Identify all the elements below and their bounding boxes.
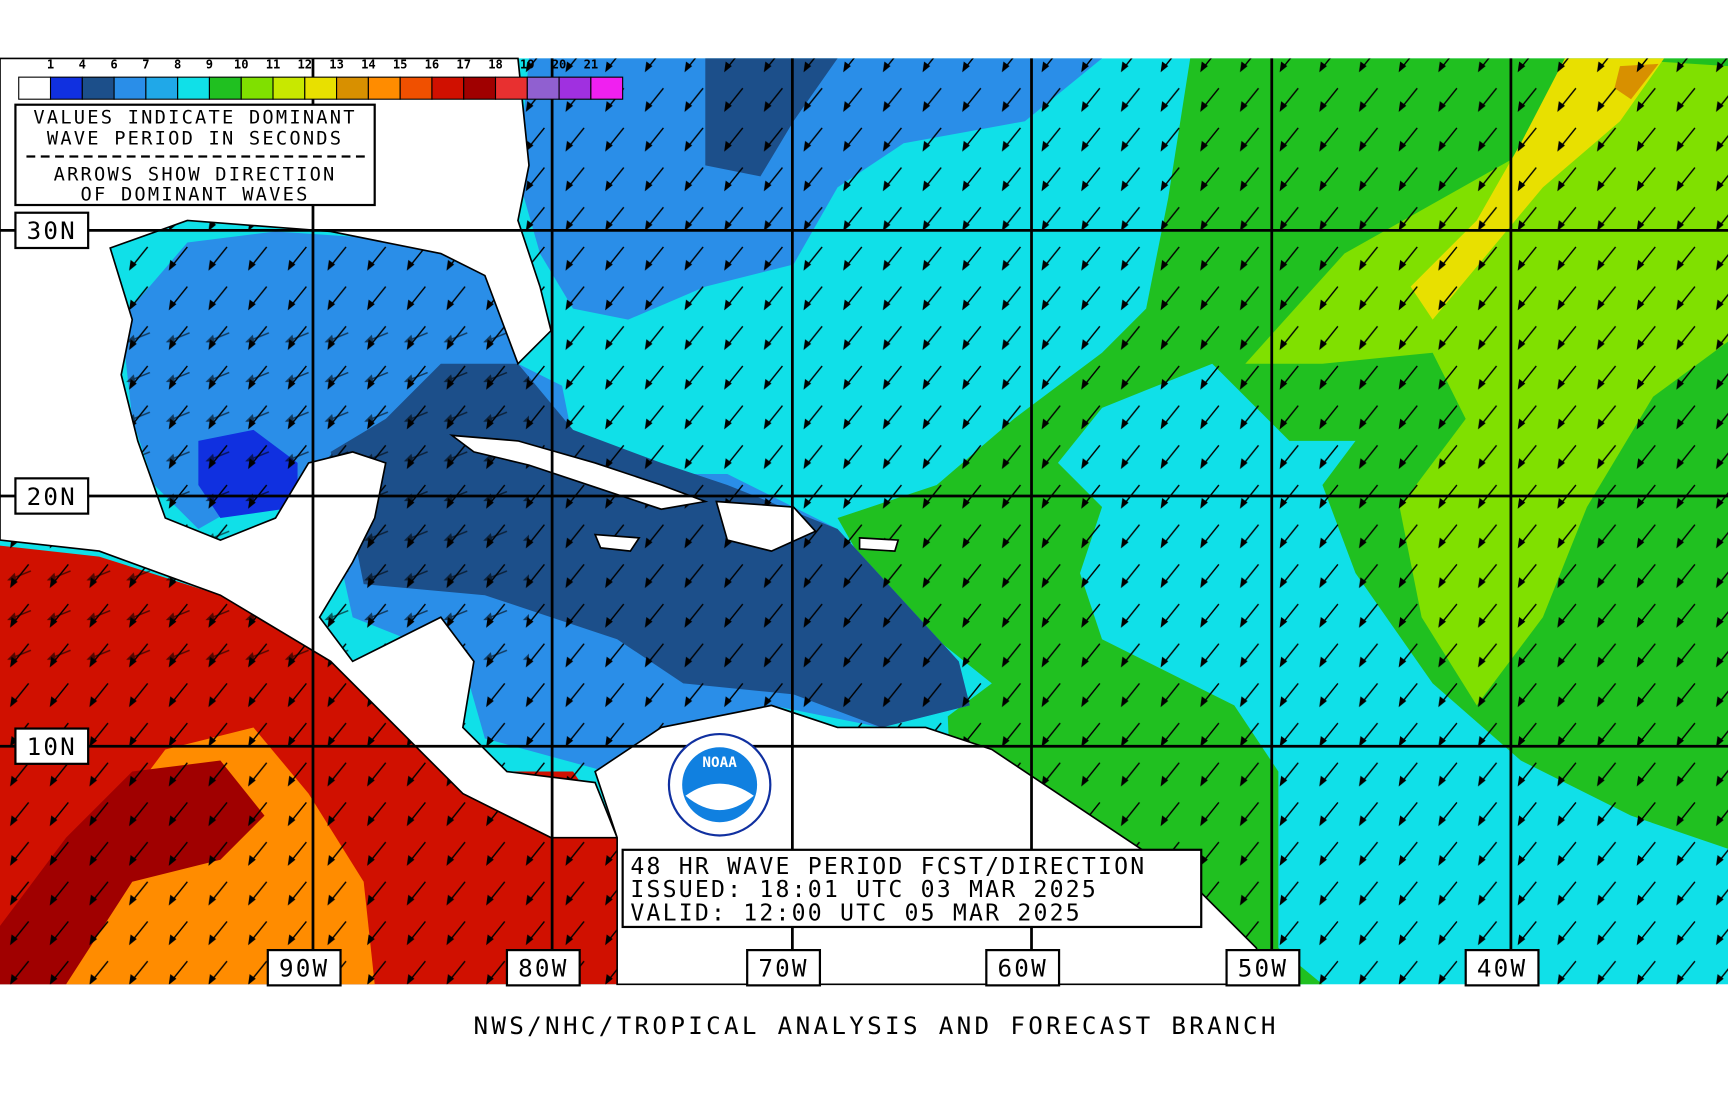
- logo-gull: [685, 783, 754, 811]
- latitude-box: [14, 211, 90, 250]
- info-line: ARROWS SHOW DIRECTION: [54, 165, 337, 186]
- forecast-box: 48 HR WAVE PERIOD FCST/DIRECTION ISSUED:…: [621, 848, 1203, 929]
- legend-label: 21: [584, 57, 599, 71]
- legend-swatch: [494, 76, 528, 100]
- puerto-rico: [858, 537, 900, 552]
- info-line: WAVE PERIOD IN SECONDS: [47, 128, 343, 149]
- legend-swatch: [558, 76, 592, 100]
- legend-swatch: [304, 76, 338, 100]
- north-america: [0, 57, 619, 839]
- legend-label: 15: [393, 57, 408, 71]
- info-line: OF DOMINANT WAVES: [81, 185, 310, 206]
- footer: NWS/NHC/TROPICAL ANALYSIS AND FORECAST B…: [473, 1011, 1278, 1040]
- info-line: VALUES INDICATE DOMINANT: [33, 107, 356, 128]
- longitude-label: 50W: [1238, 954, 1288, 983]
- latitude-labels: 30N 20N 10N: [14, 211, 90, 765]
- legend-label: 19: [520, 57, 535, 71]
- longitude-box: [1464, 948, 1540, 987]
- legend-label: 12: [298, 57, 313, 71]
- forecast-line: 48 HR WAVE PERIOD FCST/DIRECTION: [630, 854, 1146, 880]
- legend-swatch: [240, 76, 274, 100]
- legend-swatch: [49, 76, 83, 100]
- latitude-box: [14, 727, 90, 765]
- forecast-line: VALID: 12:00 UTC 05 MAR 2025: [630, 900, 1082, 926]
- info-box: VALUES INDICATE DOMINANT WAVE PERIOD IN …: [14, 103, 376, 207]
- noaa-logo: NOAA: [667, 732, 772, 837]
- longitude-box: [1225, 948, 1301, 987]
- longitude-label: 80W: [518, 954, 568, 983]
- legend-label: 18: [488, 57, 503, 71]
- legend-label: 1: [47, 57, 54, 71]
- info-frame: [14, 103, 376, 207]
- legend-label: 20: [552, 57, 567, 71]
- latitude-box: [14, 477, 90, 515]
- legend-swatch: [113, 76, 147, 100]
- logo-text: NOAA: [702, 755, 737, 771]
- legend-swatch: [81, 76, 115, 100]
- jamaica: [593, 533, 641, 552]
- legend-swatch: [526, 76, 560, 100]
- graticule: [0, 58, 1728, 959]
- legend-label: 9: [206, 57, 213, 71]
- legend-swatch: [463, 76, 497, 100]
- longitude-label: 90W: [279, 954, 329, 983]
- legend-label: 8: [174, 57, 181, 71]
- legend-swatch: [272, 76, 306, 100]
- legend-swatch: [208, 76, 242, 100]
- legend-label: 4: [79, 57, 86, 71]
- longitude-label: 40W: [1477, 954, 1527, 983]
- legend-swatch: [18, 76, 52, 100]
- longitude-box: [746, 948, 822, 987]
- legend-swatch: [431, 76, 465, 100]
- latitude-label: 30N: [27, 216, 77, 245]
- legend-swatch: [336, 76, 369, 100]
- legend: 1 4 6 7 8 9 10 11 12 13 14 15 16 17 18 19 20 21: [18, 57, 624, 100]
- forecast-line: ISSUED: 18:01 UTC 03 MAR 2025: [630, 877, 1098, 903]
- longitude-box: [985, 948, 1061, 987]
- legend-swatch: [177, 76, 210, 100]
- longitude-labels: 90W 80W 70W 60W 50W 40W: [266, 948, 1540, 987]
- legend-swatch: [590, 76, 624, 100]
- legend-label: 10: [234, 57, 249, 71]
- legend-label: 16: [425, 57, 440, 71]
- legend-label: 13: [329, 57, 344, 71]
- legend-swatch: [145, 76, 179, 100]
- latitude-label: 20N: [27, 482, 77, 511]
- legend-label: 17: [456, 57, 471, 71]
- legend-label: 7: [142, 57, 149, 71]
- latitude-label: 10N: [27, 732, 77, 761]
- longitude-label: 60W: [998, 954, 1048, 983]
- legend-label: 14: [361, 57, 376, 71]
- legend-label: 6: [110, 57, 117, 71]
- forecast-frame: [621, 848, 1203, 929]
- longitude-label: 70W: [758, 954, 808, 983]
- legend-swatch: [367, 76, 401, 100]
- longitude-box: [266, 948, 342, 987]
- longitude-box: [505, 948, 581, 987]
- legend-label: 11: [266, 57, 281, 71]
- legend-swatch: [399, 76, 433, 100]
- cuba: [449, 434, 709, 511]
